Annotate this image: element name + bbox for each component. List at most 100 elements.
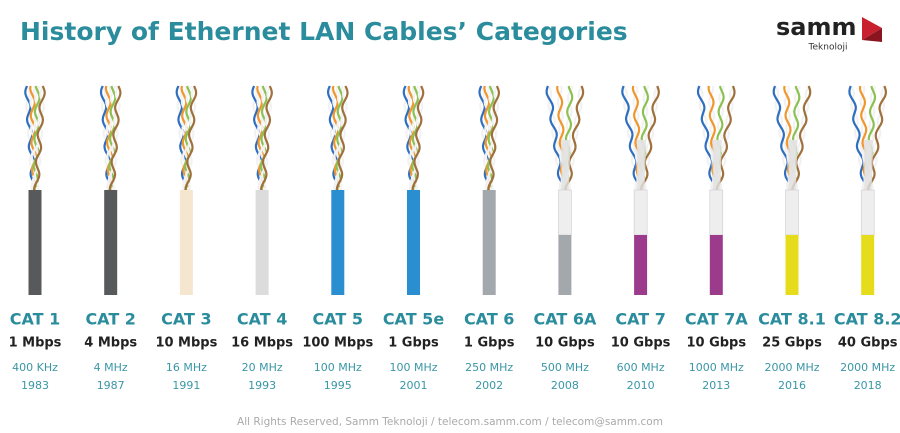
cable-year: 2008: [551, 379, 579, 392]
cable-name: CAT 3: [161, 310, 212, 329]
jacket: [331, 190, 345, 295]
cable-frequency: 250 MHz: [465, 361, 513, 374]
cable-name: CAT 5e: [383, 310, 445, 329]
wire: [108, 85, 122, 191]
wire: [411, 85, 425, 191]
cable-name: CAT 8.2: [834, 310, 900, 329]
cable-speed: 10 Mbps: [155, 336, 217, 351]
cable-speed: 1 Gbps: [388, 336, 439, 351]
wire: [260, 85, 273, 191]
wire: [639, 85, 660, 191]
jacket-top: [785, 189, 799, 236]
pair-shield: [789, 139, 798, 196]
wire: [104, 85, 114, 191]
pair-shield: [714, 139, 722, 196]
jacket: [407, 190, 420, 295]
cable-year: 2018: [854, 379, 882, 392]
wire: [335, 85, 349, 191]
cable-name: CAT 4: [237, 310, 288, 329]
cable-name: CAT 7A: [685, 310, 749, 329]
wire: [33, 85, 46, 191]
cable-name: CAT 8.1: [758, 310, 826, 329]
cable-frequency: 2000 MHz: [840, 361, 895, 374]
cable-frequency: 4 MHz: [94, 361, 128, 374]
cable-year: 1995: [324, 379, 352, 392]
cable-frequency: 400 KHz: [12, 361, 58, 374]
wire: [487, 85, 501, 191]
footer: All Rights Reserved, Samm Teknoloji / te…: [237, 416, 663, 428]
jacket: [179, 190, 193, 295]
wire: [696, 85, 717, 191]
jacket: [28, 190, 42, 295]
wire: [180, 85, 190, 191]
wire: [29, 85, 38, 191]
pair-shield: [865, 139, 874, 196]
wire: [256, 85, 265, 191]
wire: [185, 85, 197, 191]
logo-mark: [862, 17, 882, 40]
cable-name: CAT 5: [313, 310, 364, 329]
cable-speed: 1 Mbps: [9, 336, 62, 351]
wire: [260, 85, 273, 191]
pair-shield: [638, 139, 647, 196]
cable-speed: 10 Gbps: [611, 336, 671, 351]
wire: [336, 85, 348, 191]
jacket-top: [558, 189, 572, 236]
logo-mark: [862, 28, 882, 42]
cable-frequency: 16 MHz: [166, 361, 207, 374]
cable-frequency: 20 MHz: [242, 361, 283, 374]
logo-sub: Teknoloji: [808, 43, 848, 53]
cable-year: 1987: [97, 379, 125, 392]
cable-speed: 4 Mbps: [84, 336, 137, 351]
cable-year: 2013: [702, 379, 730, 392]
cable-speed: 100 Mbps: [302, 336, 373, 351]
cable-frequency: 1000 MHz: [689, 361, 744, 374]
jacket: [861, 235, 875, 295]
wire: [488, 85, 500, 191]
wire: [412, 85, 424, 191]
jacket-top: [709, 189, 724, 236]
cable-speed: 25 Gbps: [762, 336, 822, 351]
wire: [564, 85, 585, 191]
wire: [483, 85, 492, 191]
cable-year: 1991: [172, 379, 200, 392]
cable-speed: 10 Gbps: [535, 336, 595, 351]
jacket-top: [633, 189, 648, 236]
cable-year: 1983: [21, 379, 49, 392]
wire: [109, 85, 121, 191]
cable-year: 1993: [248, 379, 276, 392]
wire: [545, 85, 566, 191]
wire: [772, 85, 793, 191]
cable-frequency: 600 MHz: [617, 361, 665, 374]
cable-frequency: 100 MHz: [389, 361, 437, 374]
jacket: [104, 190, 118, 295]
wire: [791, 85, 812, 191]
jacket-top: [860, 189, 875, 236]
wire: [407, 85, 417, 191]
cable-name: CAT 2: [85, 310, 136, 329]
cable-frequency: 2000 MHz: [764, 361, 819, 374]
cable-year: 2001: [400, 379, 428, 392]
wire: [184, 85, 198, 191]
cable-frequency: 100 MHz: [314, 361, 362, 374]
jacket: [634, 235, 648, 295]
cable-speed: 1 Gbps: [464, 336, 515, 351]
jacket: [482, 190, 496, 295]
cable-year: 2016: [778, 379, 806, 392]
pair-shield: [562, 139, 571, 196]
cable-speed: 40 Gbps: [838, 336, 898, 351]
logo: samm: [776, 13, 857, 41]
cable-frequency: 500 MHz: [541, 361, 589, 374]
wire: [331, 85, 341, 191]
cable-speed: 10 Gbps: [686, 336, 746, 351]
title: History of Ethernet LAN Cables’ Categori…: [20, 17, 628, 46]
cable-speed: 16 Mbps: [231, 336, 293, 351]
cable-name: CAT 1: [10, 310, 61, 329]
jacket: [255, 190, 269, 295]
wire: [33, 85, 45, 191]
jacket: [785, 235, 799, 295]
jacket: [709, 235, 723, 295]
cable-year: 2010: [627, 379, 655, 392]
cables: CAT 1 1 Mbps 400 KHz 1983 CAT 2 4 Mbps 4 MHz 19…: [9, 85, 900, 392]
